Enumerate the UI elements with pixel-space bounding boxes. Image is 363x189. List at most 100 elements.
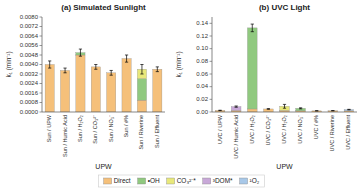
error-bar <box>299 108 302 109</box>
y-tick <box>40 112 43 113</box>
panel: 0.000.020.040.060.080.100.120.14UVC / UP… <box>175 3 357 170</box>
y-tick <box>40 45 43 46</box>
y-tick-label: 0.0080 <box>20 14 39 20</box>
x-axis <box>212 112 357 113</box>
error-cap <box>63 68 66 69</box>
y-tick-label: 0.0032 <box>20 71 39 77</box>
y-axis <box>212 17 213 112</box>
error-bar <box>94 65 97 70</box>
error-cap <box>140 64 143 65</box>
bar-segment <box>45 65 54 113</box>
legend-swatch <box>203 178 211 184</box>
x-axis <box>42 112 165 113</box>
bar-segment <box>215 110 225 111</box>
legend-item: •OH <box>138 177 160 184</box>
bar-segment <box>344 110 354 111</box>
y-tick <box>40 93 43 94</box>
legend-item: ¹O₂ <box>240 177 260 184</box>
y-axis-label: k₁ (min⁻¹) <box>175 51 183 77</box>
y-axis-label: k₁ (min⁻¹) <box>5 51 13 77</box>
bar-segment <box>296 108 306 109</box>
error-cap <box>235 107 238 108</box>
error-bar <box>251 24 254 32</box>
y-tick <box>40 102 43 103</box>
error-bar <box>235 106 238 107</box>
bar-segment <box>264 108 274 109</box>
error-cap <box>283 108 286 109</box>
y-tick <box>210 61 213 62</box>
y-tick-label: 0.0016 <box>20 90 39 96</box>
error-bar <box>125 55 128 62</box>
legend-item: ³DOM* <box>203 177 233 184</box>
x-axis-label: UPW <box>95 163 112 170</box>
error-bar <box>79 49 82 56</box>
y-tick-label: 0.0000 <box>20 109 39 115</box>
x-axis-label: UPW <box>276 163 293 170</box>
x-tick-label: UVC / H₂O₂ <box>281 115 287 144</box>
error-cap <box>299 107 302 108</box>
error-bar <box>48 61 51 68</box>
y-tick <box>210 36 213 37</box>
y-tick-label: 0.0072 <box>20 23 39 29</box>
bar-segment <box>215 110 225 111</box>
error-cap <box>218 110 221 111</box>
legend: Direct •OH CO₃²⁻* ³DOM* ¹O₂ <box>99 175 265 187</box>
bar-segment <box>247 28 257 109</box>
legend-label: Direct <box>114 177 131 184</box>
error-cap <box>125 55 128 56</box>
bar-segment <box>264 108 274 109</box>
x-tick-label: Sun / Humic Acid <box>62 115 68 157</box>
y-tick <box>210 99 213 100</box>
error-bar <box>218 110 221 111</box>
x-tick-label: Sun / NO₃⁻ <box>108 115 114 142</box>
legend-frame <box>99 175 265 187</box>
bar-segment <box>137 79 146 100</box>
bar-segment <box>328 110 338 111</box>
error-cap <box>156 66 159 67</box>
error-cap <box>125 62 128 63</box>
error-line <box>111 70 112 75</box>
y-tick <box>210 23 213 24</box>
error-cap <box>251 31 254 32</box>
bar-segment <box>247 109 257 112</box>
marks <box>215 24 354 112</box>
x-tick-label: UVC / Humic Acid <box>233 115 239 159</box>
legend-swatch <box>138 178 146 184</box>
error-bar <box>267 108 270 110</box>
x-tick-label: UVC / CO₃²⁻ <box>265 115 271 146</box>
error-cap <box>156 71 159 72</box>
bar-segment <box>344 110 354 111</box>
bar-segment <box>91 67 100 112</box>
y-tick-label: 0.0008 <box>20 99 39 105</box>
error-cap <box>48 68 51 69</box>
error-line <box>157 67 158 72</box>
bar-segment <box>312 110 322 111</box>
error-cap <box>347 109 350 110</box>
y-tick-label: 0.14 <box>196 20 208 26</box>
bar-segment <box>344 110 354 111</box>
y-tick <box>210 112 213 113</box>
error-cap <box>79 56 82 57</box>
bar-segment <box>296 108 306 109</box>
error-bar <box>283 104 286 108</box>
error-cap <box>251 24 254 25</box>
error-cap <box>331 110 334 111</box>
error-cap <box>218 110 221 111</box>
error-bar <box>331 110 334 111</box>
legend-item: Direct <box>104 177 131 184</box>
bar-segment <box>328 110 338 111</box>
chart: 0.00000.00080.00160.00240.00320.00400.00… <box>0 0 363 189</box>
error-bar <box>315 110 318 111</box>
bar-segment <box>107 73 116 112</box>
y-tick <box>210 86 213 87</box>
bar-segment <box>328 110 338 111</box>
y-tick <box>40 17 43 18</box>
error-cap <box>267 108 270 109</box>
x-tick-label: UVC / Riverine <box>329 115 335 151</box>
y-tick-label: 0.12 <box>196 33 208 39</box>
error-cap <box>94 69 97 70</box>
y-tick <box>40 64 43 65</box>
y-tick-label: 0.0040 <box>20 61 39 67</box>
error-bar <box>63 68 66 73</box>
legend-label: CO₃²⁻* <box>177 177 197 184</box>
